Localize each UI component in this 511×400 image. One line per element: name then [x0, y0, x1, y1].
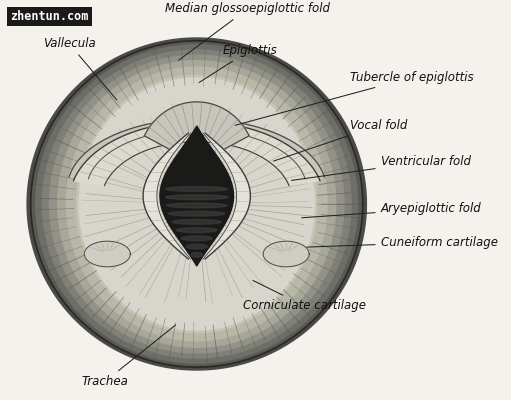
Polygon shape [84, 241, 130, 267]
Polygon shape [66, 67, 327, 341]
Ellipse shape [172, 220, 221, 224]
Ellipse shape [167, 203, 227, 208]
Polygon shape [203, 133, 250, 259]
Polygon shape [263, 241, 309, 267]
Polygon shape [145, 102, 249, 150]
Polygon shape [143, 133, 191, 259]
Polygon shape [69, 122, 163, 179]
Polygon shape [58, 61, 336, 347]
Ellipse shape [176, 228, 217, 232]
Ellipse shape [181, 236, 212, 241]
Ellipse shape [186, 244, 207, 249]
Polygon shape [50, 55, 344, 353]
Text: Epiglottis: Epiglottis [199, 44, 277, 82]
Polygon shape [205, 122, 320, 186]
Ellipse shape [166, 195, 228, 200]
Text: Corniculate cartilage: Corniculate cartilage [243, 280, 365, 312]
Text: Cuneiform cartilage: Cuneiform cartilage [307, 236, 498, 249]
Text: Vocal fold: Vocal fold [273, 119, 407, 161]
Text: Ventricular fold: Ventricular fold [291, 155, 471, 180]
Polygon shape [74, 122, 189, 186]
Ellipse shape [169, 211, 225, 216]
Polygon shape [27, 38, 366, 370]
Text: zhentun.com: zhentun.com [10, 10, 88, 23]
Polygon shape [230, 122, 324, 179]
Polygon shape [79, 78, 314, 330]
Polygon shape [77, 75, 317, 333]
Text: Tubercle of epiglottis: Tubercle of epiglottis [235, 71, 474, 125]
Text: Aryepiglottic fold: Aryepiglottic fold [301, 202, 481, 218]
Polygon shape [36, 45, 358, 363]
Text: Median glossoepiglottic fold: Median glossoepiglottic fold [166, 2, 330, 60]
Polygon shape [160, 126, 234, 266]
Text: Trachea: Trachea [81, 325, 176, 388]
Ellipse shape [191, 252, 202, 257]
Text: Vallecula: Vallecula [42, 37, 117, 100]
Polygon shape [42, 50, 351, 358]
Polygon shape [31, 41, 363, 367]
Ellipse shape [166, 186, 227, 191]
